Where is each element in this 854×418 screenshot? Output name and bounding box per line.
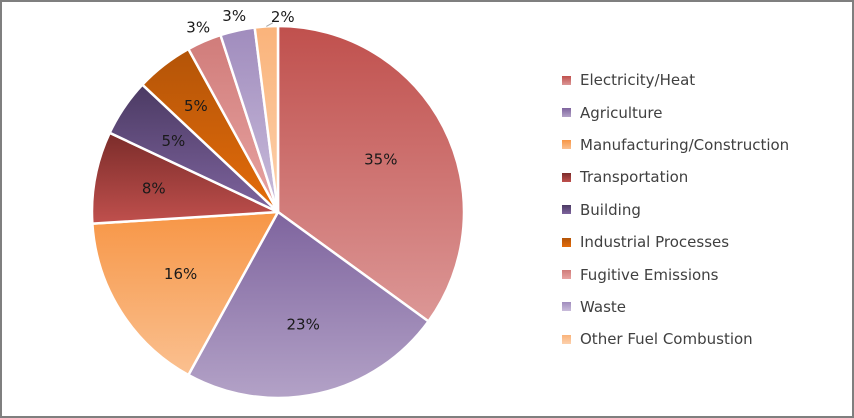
legend-item: Manufacturing/Construction	[562, 129, 789, 161]
legend-swatch	[562, 270, 571, 280]
leader-line	[266, 22, 274, 27]
legend-item: Electricity/Heat	[562, 64, 789, 96]
legend-item: Waste	[562, 291, 789, 323]
legend-swatch	[562, 237, 571, 247]
data-label-manufacturing-construction: 16%	[164, 265, 197, 283]
legend-label: Industrial Processes	[580, 233, 730, 252]
legend-label: Other Fuel Combustion	[580, 330, 753, 349]
pie-slice-transportation	[90, 131, 280, 225]
legend-swatch	[562, 172, 571, 182]
legend-label: Waste	[580, 297, 626, 316]
legend-item: Other Fuel Combustion	[562, 323, 789, 355]
legend-label: Transportation	[580, 168, 689, 187]
legend-item: Fugitive Emissions	[562, 258, 789, 290]
data-label-fugitive-emissions: 3%	[186, 19, 210, 37]
legend-swatch	[562, 140, 571, 150]
legend-label: Agriculture	[580, 103, 663, 122]
legend-item: Agriculture	[562, 96, 789, 128]
legend-label: Electricity/Heat	[580, 71, 696, 90]
legend-swatch	[562, 75, 571, 85]
legend-item: Building	[562, 194, 789, 226]
legend-label: Manufacturing/Construction	[580, 135, 790, 154]
legend-swatch	[562, 302, 571, 312]
legend-item: Industrial Processes	[562, 226, 789, 258]
data-label-building: 5%	[162, 132, 186, 150]
data-label-transportation: 8%	[142, 179, 166, 197]
legend-label: Building	[580, 200, 641, 219]
legend-swatch	[562, 108, 571, 118]
data-label-electricity-heat: 35%	[364, 151, 397, 169]
legend-swatch	[562, 334, 571, 344]
pie-slice-agriculture	[187, 210, 430, 400]
data-label-other-fuel-combustion: 2%	[271, 8, 295, 26]
pie-slice-electricity-heat	[276, 24, 466, 323]
legend-swatch	[562, 205, 571, 215]
pie-slice-manufacturing-construction	[91, 210, 280, 377]
data-label-agriculture: 23%	[287, 316, 320, 334]
legend-item: Transportation	[562, 161, 789, 193]
data-label-waste: 3%	[222, 7, 246, 25]
legend-label: Fugitive Emissions	[580, 265, 719, 284]
data-label-industrial-processes: 5%	[184, 97, 208, 115]
legend: Electricity/Heat Agriculture Manufacturing…	[562, 64, 789, 356]
